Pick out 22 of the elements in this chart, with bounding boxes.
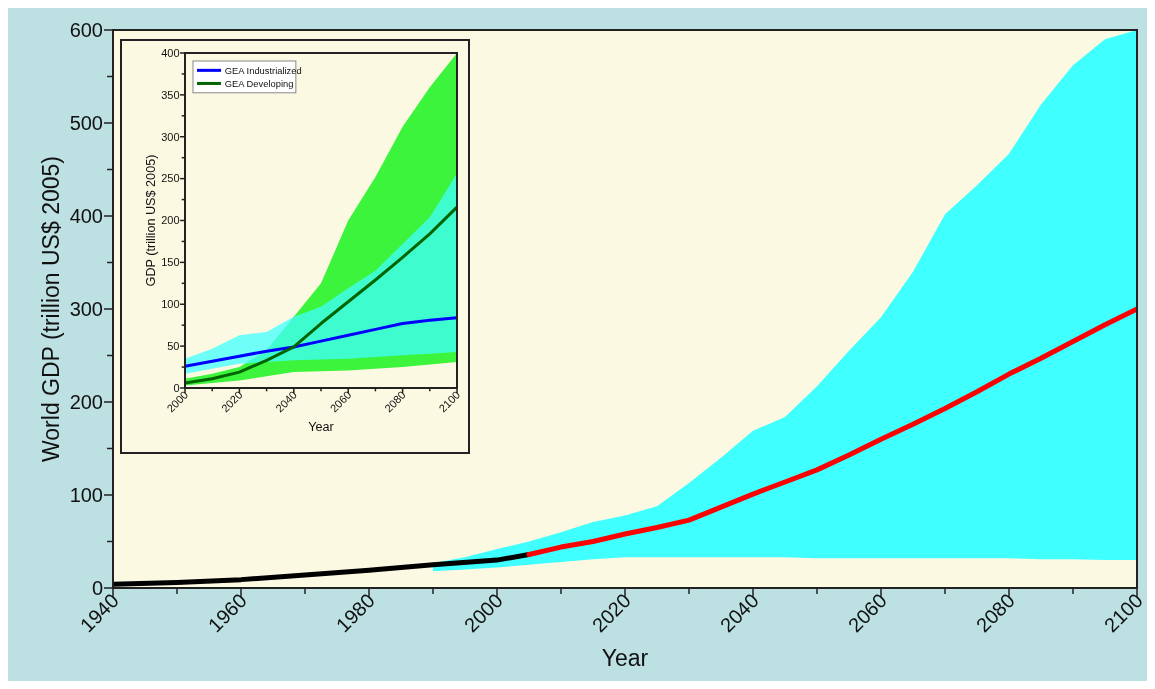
y-tick-label: 200 <box>161 214 180 227</box>
y-tick-label: 400 <box>161 46 180 59</box>
y-tick-label: 250 <box>161 172 180 185</box>
legend-label: GEA Developing <box>224 78 294 89</box>
y-tick-label: 100 <box>161 298 180 311</box>
y-axis-title: World GDP (trillion US$ 2005) <box>38 156 64 462</box>
y-tick-label: 0 <box>91 577 103 599</box>
y-tick-label: 50 <box>167 339 180 352</box>
legend-label: GEA Industrialized <box>224 65 302 76</box>
y-tick-label: 200 <box>69 391 103 413</box>
y-tick-label: 500 <box>69 112 103 134</box>
y-tick-label: 100 <box>69 484 103 506</box>
y-tick-label: 150 <box>161 256 180 269</box>
x-axis-title: Year <box>601 645 649 671</box>
x-axis-title: Year <box>308 419 334 434</box>
y-tick-label: 300 <box>161 130 180 143</box>
y-tick-label: 350 <box>161 88 180 101</box>
y-tick-label: 400 <box>69 205 103 227</box>
y-axis-title: GDP (trillion US$ 2005) <box>144 154 159 287</box>
y-tick-label: 0 <box>173 381 180 394</box>
y-tick-label: 300 <box>69 298 103 320</box>
y-tick-label: 600 <box>69 19 103 41</box>
